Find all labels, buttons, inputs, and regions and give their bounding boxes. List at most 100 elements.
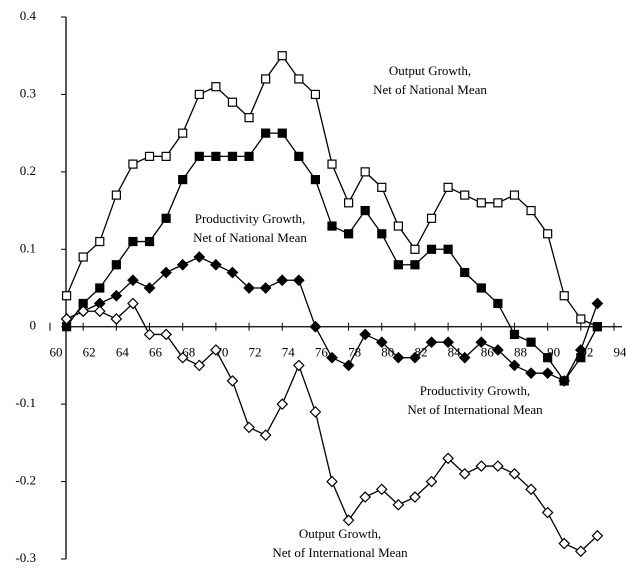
series-line [66, 302, 598, 553]
point [526, 205, 536, 216]
point [375, 336, 388, 349]
point [509, 329, 520, 340]
point [509, 190, 520, 200]
point [309, 406, 322, 418]
point [458, 467, 471, 480]
point [425, 475, 438, 488]
point [193, 251, 206, 263]
point [442, 336, 454, 349]
series-label: Net of National Mean [373, 82, 487, 97]
point [95, 236, 105, 247]
x-tick-label: 62 [83, 345, 96, 360]
point [210, 344, 222, 356]
y-tick-label: 0 [30, 318, 37, 333]
point [111, 190, 121, 200]
point [211, 151, 221, 161]
point [426, 244, 437, 254]
x-tick-label: 60 [50, 345, 63, 360]
point [294, 151, 304, 161]
point [277, 128, 287, 138]
point [543, 229, 553, 239]
point [393, 260, 403, 270]
point [210, 258, 222, 271]
point [259, 282, 272, 294]
point [193, 359, 206, 372]
point [475, 336, 488, 349]
point [310, 89, 321, 100]
series-label: Output Growth, [299, 526, 381, 541]
point [194, 151, 204, 161]
x-tick-label: 88 [514, 345, 527, 360]
point [178, 128, 188, 138]
point [178, 175, 188, 185]
point [359, 491, 372, 503]
point [360, 205, 370, 216]
y-tick-label: -0.1 [15, 395, 36, 410]
point [77, 305, 90, 318]
x-tick-label: 94 [614, 345, 626, 360]
point [160, 328, 172, 341]
y-tick-label: 0.1 [20, 240, 36, 255]
point [458, 351, 471, 364]
point [176, 351, 189, 364]
point [127, 274, 139, 287]
point [574, 344, 587, 356]
x-tick-label: 86 [481, 345, 495, 360]
point [541, 506, 554, 519]
point [78, 252, 88, 262]
point [161, 151, 171, 161]
point [144, 236, 155, 247]
series-label: Productivity Growth, [420, 383, 531, 398]
point [161, 213, 171, 223]
x-tick-label: 74 [282, 345, 296, 360]
point [574, 545, 587, 558]
point [243, 421, 255, 434]
point [460, 267, 470, 278]
series-label: Output Growth, [389, 63, 471, 78]
point [525, 367, 537, 380]
point [443, 244, 453, 254]
point [392, 498, 405, 511]
x-tick-label: 72 [249, 345, 262, 360]
point [128, 236, 138, 247]
point [227, 97, 238, 107]
point [310, 175, 321, 185]
point [508, 467, 521, 480]
point [327, 159, 337, 169]
point [128, 159, 138, 169]
x-tick-label: 76 [315, 345, 329, 360]
point [592, 322, 603, 332]
series-label: Net of International Mean [407, 402, 543, 417]
point [425, 336, 438, 349]
point [543, 353, 553, 363]
point [259, 429, 272, 441]
point [343, 198, 354, 208]
point [558, 537, 571, 550]
y-tick-label: 0.4 [20, 8, 37, 23]
point [292, 274, 305, 287]
point [377, 182, 387, 192]
y-tick-label: -0.2 [15, 473, 36, 488]
point [409, 351, 421, 364]
point [61, 291, 72, 301]
point [442, 452, 454, 465]
point [176, 258, 189, 271]
series-label: Productivity Growth, [195, 211, 306, 226]
point [541, 367, 554, 380]
y-tick-label: 0.2 [20, 163, 36, 178]
point [277, 51, 287, 61]
point [410, 244, 420, 254]
point [409, 491, 421, 503]
point [143, 282, 156, 294]
point [559, 291, 569, 301]
point [261, 74, 271, 84]
point [111, 260, 121, 270]
point [160, 266, 172, 279]
point [475, 460, 488, 472]
point [460, 190, 470, 200]
point [244, 113, 254, 123]
point [443, 182, 453, 192]
point [392, 351, 405, 364]
series-label: Net of International Mean [272, 545, 408, 560]
